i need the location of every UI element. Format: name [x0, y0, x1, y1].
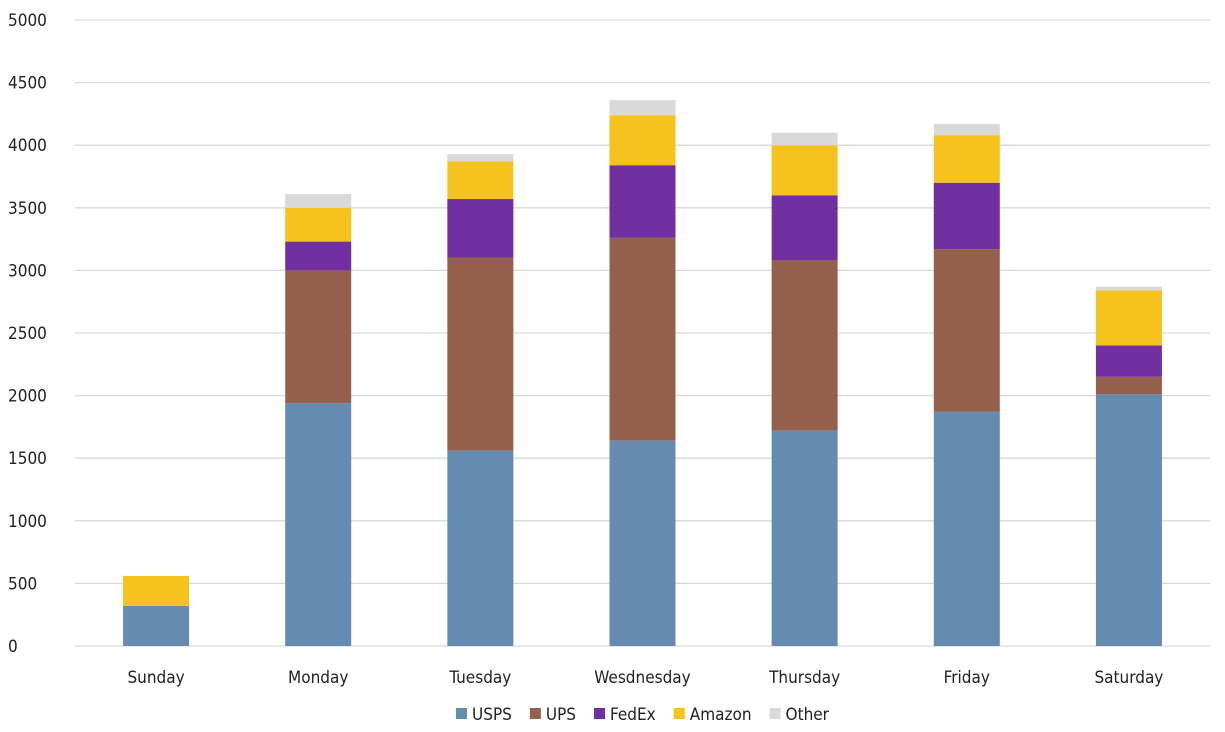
bar-amazon-wesdnesday [609, 115, 676, 166]
bars [123, 100, 1162, 646]
bar-usps-monday [285, 403, 352, 646]
legend-swatch [456, 708, 468, 719]
y-tick-label: 2000 [8, 387, 47, 407]
bar-fedex-tuesday [447, 199, 514, 258]
bar-amazon-friday [933, 135, 1000, 183]
legend-item-other: Other [769, 705, 830, 725]
bar-other-saturday [1095, 286, 1162, 291]
legend: USPS UPS FedEx Amazon Other [456, 705, 830, 725]
bar-usps-wesdnesday [609, 440, 676, 646]
legend-swatch [673, 708, 685, 719]
bar-usps-sunday [123, 605, 190, 646]
x-category-label: Wesdnesday [594, 668, 690, 688]
bar-usps-friday [933, 411, 1000, 646]
y-tick-label: 0 [8, 637, 18, 657]
bar-fedex-wesdnesday [609, 165, 676, 238]
legend-swatch [594, 708, 606, 719]
bar-usps-saturday [1095, 394, 1162, 646]
bar-ups-wesdnesday [609, 237, 676, 441]
bar-ups-friday [933, 249, 1000, 412]
bar-ups-monday [285, 270, 352, 404]
y-tick-label: 3500 [8, 199, 47, 219]
x-axis-category-labels: Sunday Monday Tuesday Wesdnesday Thursday Fri… [127, 668, 1163, 688]
bar-amazon-sunday [123, 575, 190, 606]
y-tick-label: 1000 [8, 512, 47, 532]
y-tick-label: 2500 [8, 324, 47, 344]
bar-fedex-friday [933, 182, 1000, 250]
legend-item-usps: USPS [456, 705, 512, 725]
bar-amazon-thursday [771, 145, 838, 196]
bar-other-thursday [771, 132, 838, 146]
x-category-label: Sunday [127, 668, 184, 688]
legend-item-ups: UPS [529, 705, 576, 725]
legend-swatch [769, 708, 781, 719]
legend-label: FedEx [610, 705, 656, 725]
bar-amazon-monday [285, 207, 352, 242]
x-category-label: Thursday [768, 668, 840, 688]
x-category-label: Saturday [1094, 668, 1163, 688]
y-tick-label: 1500 [8, 449, 47, 469]
x-category-label: Friday [944, 668, 990, 688]
legend-label: Other [786, 705, 830, 725]
bar-amazon-saturday [1095, 290, 1162, 346]
legend-label: Amazon [690, 705, 752, 725]
y-axis-tick-labels: 0 500 1000 1500 2000 2500 3000 3500 4000 4500 5000 [8, 11, 47, 657]
legend-item-fedex: FedEx [594, 705, 656, 725]
bar-fedex-monday [285, 241, 352, 271]
y-tick-label: 3000 [8, 261, 47, 281]
x-category-label: Tuesday [448, 668, 511, 688]
bar-amazon-tuesday [447, 161, 514, 200]
bar-ups-saturday [1095, 376, 1162, 395]
bar-usps-thursday [771, 430, 838, 646]
bar-other-tuesday [447, 153, 514, 162]
bar-fedex-thursday [771, 195, 838, 261]
bar-ups-thursday [771, 260, 838, 431]
y-tick-label: 500 [8, 574, 37, 594]
bar-fedex-saturday [1095, 345, 1162, 377]
y-tick-label: 4500 [8, 74, 47, 94]
y-tick-label: 5000 [8, 11, 47, 31]
bar-usps-tuesday [447, 450, 514, 646]
legend-swatch [529, 708, 541, 719]
x-category-label: Monday [288, 668, 348, 688]
bar-ups-tuesday [447, 257, 514, 451]
y-tick-label: 4000 [8, 136, 47, 156]
bar-other-monday [285, 194, 352, 208]
legend-item-amazon: Amazon [673, 705, 752, 725]
bar-other-friday [933, 123, 1000, 136]
bar-other-wesdnesday [609, 100, 676, 116]
legend-label: USPS [472, 705, 512, 725]
legend-label: UPS [546, 705, 576, 725]
